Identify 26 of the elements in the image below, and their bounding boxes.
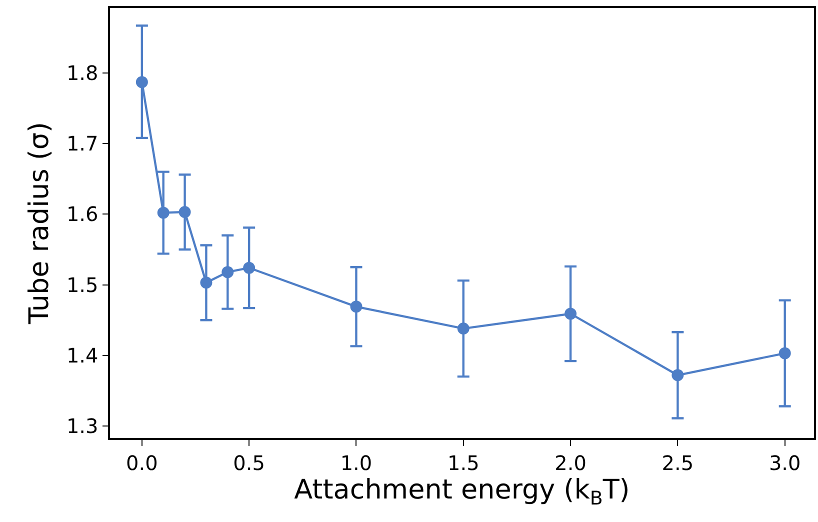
point [243,262,256,274]
point [178,206,191,218]
x-tick-label: 0.5 [233,450,265,475]
x-axis-title: Attachment energy (k$_{B}$T) [294,474,630,510]
x-tick-label: 2.0 [554,450,586,475]
point [778,347,791,360]
x-tick-label: 1.5 [447,450,480,475]
y-tick-label: 1.3 [66,414,98,438]
point [222,266,234,278]
y-tick-label: 1.4 [66,343,98,368]
point [564,308,577,320]
y-tick-label: 1.6 [66,202,98,226]
y-tick-label: 1.7 [66,132,98,156]
x-tick-label: 3.0 [768,450,801,475]
x-tick-label: 2.5 [662,450,694,475]
point [200,276,212,289]
point [672,369,684,382]
x-tick-label: 1.0 [340,450,372,475]
point [136,76,148,88]
y-tick-label: 1.5 [66,272,98,297]
x-tick-label: 0.0 [126,450,158,475]
point [350,300,362,313]
y-axis-title: Tube radius (σ) [24,122,55,326]
point [157,206,170,219]
point [457,322,470,335]
y-tick-label: 1.8 [66,60,98,85]
